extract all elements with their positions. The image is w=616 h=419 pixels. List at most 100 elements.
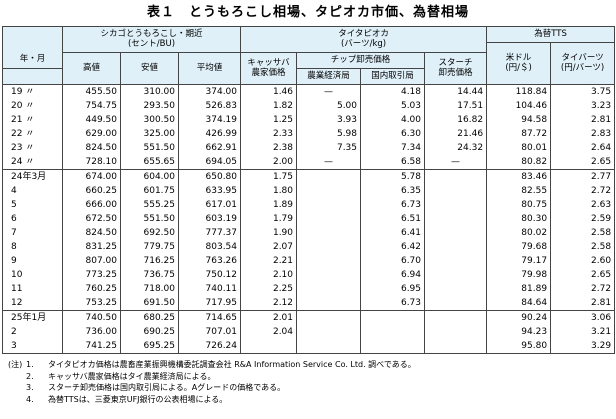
period-cell: 19 〃 [2, 84, 63, 99]
period-cell: 6 [2, 212, 63, 226]
value-cell: 690.25 [120, 325, 179, 339]
value-cell: 293.50 [120, 99, 179, 113]
value-cell: 617.01 [177, 198, 242, 212]
chip-farm-header: 農業経済局 [296, 68, 362, 85]
value-cell [296, 226, 362, 240]
value-cell: 2.65 [550, 268, 616, 282]
value-cell: 763.26 [177, 254, 242, 268]
value-cell: 740.50 [62, 310, 121, 325]
chip-group-header: チップ卸売価格 [296, 52, 426, 69]
value-cell: 728.10 [62, 155, 121, 170]
value-cell: 6.94 [360, 268, 426, 282]
value-cell: 601.75 [120, 184, 179, 198]
table-row: 11 760.25 718.00 740.11 2.25 6.95 81.89 2.72 [2, 282, 616, 296]
period-cell: 25年1月 [2, 310, 63, 325]
table-body: 19 〃 455.50 310.00 374.00 1.46—4.18 14.44 118.… [2, 84, 616, 354]
value-cell: 6.70 [360, 254, 426, 268]
value-cell: 80.30 [486, 212, 552, 226]
value-cell: 807.00 [62, 254, 121, 268]
table-row: 21 〃 449.50 300.50 374.19 1.25 3.93 4.00 16.82 9… [2, 113, 616, 127]
value-cell: 1.25 [240, 113, 298, 127]
value-cell: 2.64 [550, 141, 616, 155]
value-cell: 2.58 [550, 226, 616, 240]
value-cell [424, 325, 488, 339]
value-cell: 754.75 [62, 99, 121, 113]
value-cell: 79.17 [486, 254, 552, 268]
value-cell: 1.89 [240, 198, 298, 212]
value-cell: 1.90 [240, 226, 298, 240]
value-cell [360, 339, 426, 354]
value-cell: 6.73 [360, 296, 426, 311]
value-cell: 551.50 [120, 141, 179, 155]
baht-header: タイバーツ (円/バーツ) [550, 42, 616, 85]
table-row: 25年1月 740.50 680.25 714.65 2.01 90.24 3.06 [2, 310, 616, 325]
value-cell: 718.00 [120, 282, 179, 296]
table-row: 12 753.25 691.50 717.95 2.12 6.73 84.64 2.81 [2, 296, 616, 311]
value-cell: 4.18 [360, 84, 426, 99]
notes-lead: (注) [8, 360, 23, 369]
value-cell: 80.01 [486, 141, 552, 155]
value-cell: 374.19 [177, 113, 242, 127]
value-cell: 24.32 [424, 141, 488, 155]
value-cell [424, 226, 488, 240]
value-cell: 740.11 [177, 282, 242, 296]
value-cell: 2.21 [240, 254, 298, 268]
chip-domestic-header: 国内取引局 [360, 68, 426, 85]
value-cell: 104.46 [486, 99, 552, 113]
value-cell: 6.35 [360, 184, 426, 198]
period-cell: 21 〃 [2, 113, 63, 127]
value-cell: 80.75 [486, 198, 552, 212]
value-cell: 5.78 [360, 169, 426, 184]
value-cell: 1.75 [240, 169, 298, 184]
value-cell: 2.77 [550, 169, 616, 184]
value-cell: 6.95 [360, 282, 426, 296]
period-cell: 20 〃 [2, 99, 63, 113]
value-cell: 726.24 [177, 339, 242, 354]
value-cell: 1.82 [240, 99, 298, 113]
value-cell: 660.25 [62, 184, 121, 198]
value-cell: 2.81 [550, 113, 616, 127]
value-cell: 2.81 [550, 296, 616, 311]
value-cell: 2.58 [550, 240, 616, 254]
cassava-header: キャッサバ 農家価格 [240, 52, 298, 85]
value-cell: 325.00 [120, 127, 179, 141]
tts-group-header: 為替TTS [486, 26, 616, 43]
table-row: 23 〃 824.50 551.50 662.91 2.38 7.35 7.34 24.32 8… [2, 141, 616, 155]
value-cell: 2.72 [550, 184, 616, 198]
value-cell [296, 325, 362, 339]
table-row: 24 〃 728.10 655.65 694.05 2.00—6.58—80.82 2.6… [2, 155, 616, 170]
table-row: 3 741.25 695.25 726.24 95.80 3.29 [2, 339, 616, 354]
value-cell: 6.30 [360, 127, 426, 141]
period-cell: 2 [2, 325, 63, 339]
value-cell: 674.00 [62, 169, 121, 184]
price-table: 年・月 シカゴとうもろこし・期近 (セント/BU) タイタピオカ (バーツ/kg… [2, 26, 616, 354]
value-cell: 1.79 [240, 212, 298, 226]
table-row: 8 831.25 779.75 803.54 2.07 6.42 79.68 2.58 [2, 240, 616, 254]
value-cell: — [296, 155, 362, 170]
value-cell: 2.07 [240, 240, 298, 254]
value-cell: 777.37 [177, 226, 242, 240]
value-cell: 79.98 [486, 268, 552, 282]
value-cell: 629.00 [62, 127, 121, 141]
note-2: 2. キャッサバ農家価格はタイ農業経済局による。 [26, 371, 216, 381]
table-row: 2 736.00 690.25 707.01 2.04 94.23 3.21 [2, 325, 616, 339]
value-cell: 80.02 [486, 226, 552, 240]
value-cell: 2.01 [240, 310, 298, 325]
value-cell: 6.41 [360, 226, 426, 240]
period-cell: 12 [2, 296, 63, 311]
value-cell [360, 325, 426, 339]
note-text: タイタピオカ価格は農畜産業振興機構委託調査会社 R&A Information … [48, 360, 416, 369]
period-cell: 3 [2, 339, 63, 354]
corn-low-header: 安値 [120, 52, 179, 85]
value-cell: 449.50 [62, 113, 121, 127]
value-cell: 87.72 [486, 127, 552, 141]
value-cell: 741.25 [62, 339, 121, 354]
period-cell: 11 [2, 282, 63, 296]
value-cell: 736.00 [62, 325, 121, 339]
period-cell: 5 [2, 198, 63, 212]
corn-high-header: 高値 [62, 52, 121, 85]
value-cell [424, 339, 488, 354]
value-cell: 2.65 [550, 155, 616, 170]
value-cell: 603.19 [177, 212, 242, 226]
value-cell: 714.65 [177, 310, 242, 325]
